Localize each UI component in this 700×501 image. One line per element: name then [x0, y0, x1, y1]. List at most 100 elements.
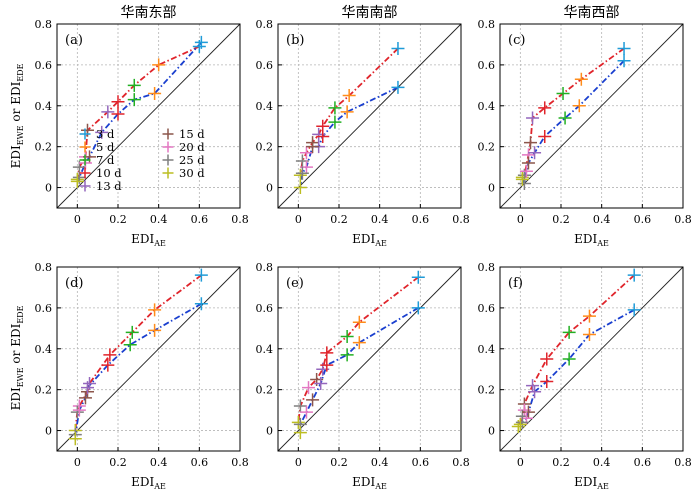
- data-point-marker: [617, 54, 631, 68]
- x-tick-label: 0.8: [231, 213, 249, 226]
- data-point-marker: [574, 72, 588, 86]
- y-axis-label-sub1: EWE: [16, 125, 25, 145]
- x-axis-label-sub: AE: [153, 239, 166, 248]
- legend-marker: [79, 141, 91, 153]
- y-tick-label: 0.8: [478, 18, 496, 31]
- one-to-one-line: [56, 266, 241, 452]
- x-axis-label-main: EDI: [131, 475, 154, 489]
- data-point-marker: [316, 129, 330, 143]
- x-tick-label: 0: [517, 213, 524, 226]
- x-tick-label: 0.6: [191, 456, 209, 469]
- y-tick-label: 0.4: [478, 343, 496, 356]
- y-tick-label: 0.6: [478, 59, 496, 72]
- panel-e: 0 0.2 0.4 0.6 0.8 0 0.2 0.4 0.6 0.8 (e) EDIAE: [256, 261, 470, 491]
- x-tick-label: 0.6: [412, 456, 430, 469]
- x-tick-label: 0.8: [452, 456, 470, 469]
- x-tick-label: 0: [74, 456, 81, 469]
- legend-marker: [79, 167, 91, 179]
- panel-letter: (f): [508, 276, 523, 291]
- x-tick-label: 0.8: [231, 456, 249, 469]
- plot-frame: [56, 23, 241, 209]
- y-tick-label: 0.6: [35, 302, 53, 315]
- plot-frame: [56, 266, 241, 452]
- data-point-marker: [617, 42, 631, 56]
- data-point-marker: [148, 323, 162, 337]
- y-axis-label-sub1: EWE: [16, 367, 25, 387]
- data-point-marker: [148, 87, 162, 101]
- y-tick-label: 0: [266, 182, 273, 195]
- ewe-series-line: [297, 276, 419, 423]
- panel-title: 华南南部: [342, 5, 398, 21]
- x-axis-label: EDIAE: [352, 475, 387, 491]
- y-tick-label: 0.2: [256, 141, 274, 154]
- y-tick-label: 0.6: [256, 302, 274, 315]
- data-point-marker: [342, 89, 356, 103]
- ede-series-line: [519, 309, 635, 426]
- plot-frame: [277, 266, 462, 452]
- legend-marker: [79, 128, 91, 140]
- data-point-marker: [521, 405, 535, 419]
- x-tick-label: 0.4: [150, 456, 168, 469]
- legend-label: 13 d: [96, 179, 122, 193]
- x-tick-label: 0.8: [452, 213, 470, 226]
- data-point-marker: [293, 168, 307, 182]
- data-point-marker: [70, 405, 84, 419]
- y-axis-label-sub2: EDE: [16, 63, 25, 81]
- y-tick-label: 0.8: [35, 18, 53, 31]
- y-tick-label: 0.6: [478, 302, 496, 315]
- x-axis-label-main: EDI: [574, 475, 597, 489]
- data-point-marker: [340, 105, 354, 119]
- data-point-marker: [306, 140, 320, 154]
- data-point-marker: [101, 358, 115, 372]
- x-axis-label-main: EDI: [131, 232, 154, 246]
- x-tick-label: 0.6: [191, 213, 209, 226]
- ewe-series-line: [74, 274, 202, 431]
- data-point-marker: [352, 315, 366, 329]
- ede-series-line: [74, 303, 202, 439]
- panel-f: 0 0.2 0.4 0.6 0.8 0 0.2 0.4 0.6 0.8 (f) EDIAE: [478, 261, 692, 491]
- data-point-marker: [306, 393, 320, 407]
- panel-letter: (e): [286, 276, 304, 291]
- legend-label: 25 d: [179, 153, 205, 167]
- legend-label: 20 d: [179, 140, 205, 154]
- x-axis-label-sub: AE: [374, 239, 387, 248]
- x-axis-label: EDIAE: [574, 475, 609, 491]
- y-axis-label-mid: or EDI: [9, 323, 23, 367]
- data-point-marker: [411, 270, 425, 284]
- legend-marker: [79, 180, 91, 192]
- x-axis-label-sub: AE: [374, 482, 387, 491]
- x-tick-label: 0.2: [552, 213, 570, 226]
- data-point-marker: [391, 80, 405, 94]
- y-tick-label: 0.8: [256, 261, 274, 274]
- legend-marker: [79, 154, 91, 166]
- panel-b: 0 0.2 0.4 0.6 0.8 0 0.2 0.4 0.6 0.8 华南南部 (b) EDIAE: [256, 5, 470, 248]
- data-point-marker: [299, 146, 313, 160]
- one-to-one-line: [277, 266, 462, 452]
- y-tick-label: 0.4: [35, 343, 53, 356]
- x-tick-label: 0.2: [109, 456, 127, 469]
- x-axis-label-main: EDI: [352, 232, 375, 246]
- data-point-marker: [78, 391, 92, 405]
- data-point-marker: [352, 336, 366, 350]
- y-tick-label: 0.6: [256, 59, 274, 72]
- x-axis-label: EDIAE: [352, 232, 387, 248]
- data-point-marker: [524, 136, 537, 150]
- legend: 3 d5 d7 d10 d13 d 15 d20 d25 d30 d: [79, 127, 205, 193]
- data-point-marker: [148, 303, 162, 317]
- plot-frame: [277, 23, 462, 209]
- data-point-marker: [627, 268, 641, 282]
- data-point-marker: [111, 95, 125, 109]
- y-axis-label-main: EDI: [9, 145, 23, 168]
- x-tick-label: 0.2: [552, 456, 570, 469]
- data-point-marker: [194, 268, 208, 282]
- y-axis-label: EDIEWE or EDIEDE: [9, 305, 25, 410]
- data-point-marker: [328, 115, 342, 129]
- legend-label: 3 d: [96, 127, 115, 141]
- y-tick-label: 0.6: [35, 59, 53, 72]
- legend-marker: [162, 154, 174, 166]
- y-tick-label: 0: [488, 182, 495, 195]
- x-axis-label-main: EDI: [352, 475, 375, 489]
- x-axis-label-main: EDI: [574, 232, 597, 246]
- panel-d: 0 0.2 0.4 0.6 0.8 0 0.2 0.4 0.6 0.8 (d) EDIAE: [35, 261, 249, 491]
- data-point-marker: [123, 338, 137, 352]
